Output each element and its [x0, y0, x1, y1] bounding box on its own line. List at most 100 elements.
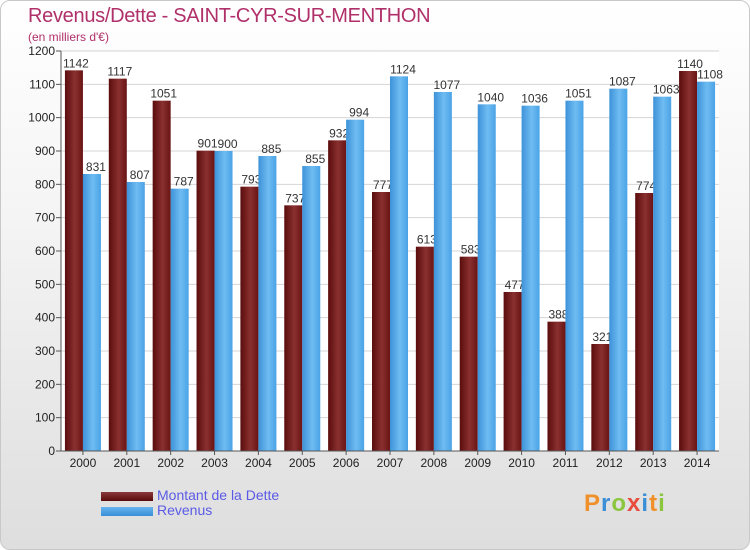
data-label-debt: 321	[592, 330, 612, 344]
y-tick-label: 1100	[29, 77, 55, 91]
y-tick-label: 400	[35, 311, 55, 325]
x-tick-label: 2014	[684, 456, 711, 470]
bar-debt	[459, 256, 478, 451]
data-label-revenue: 1077	[434, 78, 461, 92]
logo-letter: t	[649, 490, 659, 517]
x-tick-label: 2012	[596, 456, 623, 470]
bar-revenue	[302, 166, 321, 451]
data-label-revenue: 1063	[653, 83, 680, 97]
y-tick-label: 0	[48, 444, 55, 458]
data-label-revenue: 1040	[477, 90, 504, 104]
bar-revenue	[214, 151, 233, 451]
legend-label-debt: Montant de la Dette	[157, 487, 280, 503]
data-label-revenue: 1036	[521, 92, 548, 106]
bar-revenue	[126, 182, 145, 451]
bar-debt	[591, 344, 610, 451]
chart-title: Revenus/Dette - SAINT-CYR-SUR-MENTHON	[28, 5, 431, 27]
data-label-debt: 901	[198, 137, 218, 151]
proxiti-logo: Proxiti	[584, 490, 666, 518]
x-tick-label: 2004	[245, 456, 272, 470]
data-label-debt: 583	[461, 243, 481, 257]
axes: 0 100 200 300 400 500 600 700 800 900 1000 1100 1200…	[28, 44, 719, 470]
bar-debt	[108, 78, 127, 452]
y-tick-label: 300	[35, 344, 55, 358]
bar-debt	[503, 292, 522, 451]
logo-letter: x	[627, 490, 642, 517]
data-label-debt: 793	[241, 173, 261, 187]
x-tick-label: 2010	[508, 456, 535, 470]
bar-debt	[328, 140, 347, 452]
bar-revenue	[346, 119, 365, 452]
data-label-revenue: 994	[349, 106, 369, 120]
bar-debt	[372, 192, 390, 451]
bar-debt	[64, 70, 83, 451]
logo-letter: P	[584, 490, 602, 517]
x-tick-label: 2009	[464, 456, 491, 470]
bar-revenue	[653, 96, 672, 452]
bar-revenue	[258, 156, 277, 451]
bar-revenue	[390, 76, 408, 451]
y-tick-label: 200	[35, 377, 55, 391]
bar-revenue	[565, 100, 584, 452]
data-label-revenue: 1087	[609, 75, 636, 89]
bars: 1142 831 1117 807 1051 787 901 900 793 885 737 855 9…	[63, 56, 723, 452]
bar-revenue	[170, 188, 189, 451]
data-label-revenue: 900	[218, 137, 238, 151]
data-label-debt: 1117	[107, 65, 132, 79]
bar-debt	[679, 71, 698, 451]
bar-revenue	[521, 105, 540, 452]
x-tick-label: 2011	[553, 456, 579, 470]
x-tick-label: 2005	[289, 456, 316, 470]
chart-subtitle: (en milliers d'€)	[28, 30, 109, 44]
legend-label-revenue: Revenus	[157, 502, 213, 518]
bar-debt	[415, 246, 434, 451]
bar-debt	[635, 193, 654, 451]
y-tick-label: 1200	[28, 44, 55, 58]
data-label-debt: 1051	[150, 87, 177, 101]
y-tick-label: 500	[35, 277, 55, 291]
data-label-debt: 777	[373, 178, 393, 192]
data-label-debt: 737	[285, 191, 305, 205]
data-label-debt: 932	[329, 126, 349, 140]
logo-letter: r	[601, 490, 612, 517]
data-label-debt: 613	[417, 233, 437, 247]
y-tick-label: 700	[35, 211, 55, 225]
x-tick-label: 2003	[201, 456, 228, 470]
y-tick-label: 800	[35, 177, 55, 191]
data-label-revenue: 1051	[565, 87, 592, 101]
x-tick-label: 2006	[333, 456, 360, 470]
data-label-debt: 774	[636, 179, 656, 193]
x-tick-label: 2008	[421, 456, 448, 470]
data-label-revenue: 831	[86, 160, 106, 174]
logo-letter: i	[641, 490, 650, 517]
bar-debt	[547, 321, 566, 451]
data-label-debt: 1140	[677, 57, 703, 71]
bar-debt	[284, 205, 303, 451]
y-tick-label: 100	[35, 411, 55, 425]
bar-revenue	[697, 81, 716, 452]
data-label-revenue: 885	[261, 142, 281, 156]
data-label-debt: 388	[548, 308, 568, 322]
x-tick-label: 2007	[377, 456, 404, 470]
y-tick-label: 900	[35, 144, 55, 158]
legend-swatch-debt	[101, 492, 153, 501]
logo-letter: o	[611, 490, 628, 517]
bar-revenue	[609, 88, 628, 452]
x-tick-label: 2001	[113, 456, 140, 470]
bar-debt	[152, 100, 171, 452]
bar-debt	[240, 186, 259, 451]
y-tick-label: 1000	[28, 111, 55, 125]
bar-debt	[196, 150, 215, 451]
legend-swatch-revenue	[101, 507, 153, 516]
x-tick-label: 2000	[70, 456, 97, 470]
data-label-debt: 1142	[63, 56, 89, 70]
data-label-revenue: 1124	[390, 62, 416, 76]
data-label-revenue: 855	[305, 152, 325, 166]
data-label-debt: 477	[505, 278, 525, 292]
bar-revenue	[82, 174, 101, 451]
data-label-revenue: 807	[130, 168, 150, 182]
bar-revenue	[433, 92, 452, 451]
logo-letter: i	[658, 490, 666, 517]
